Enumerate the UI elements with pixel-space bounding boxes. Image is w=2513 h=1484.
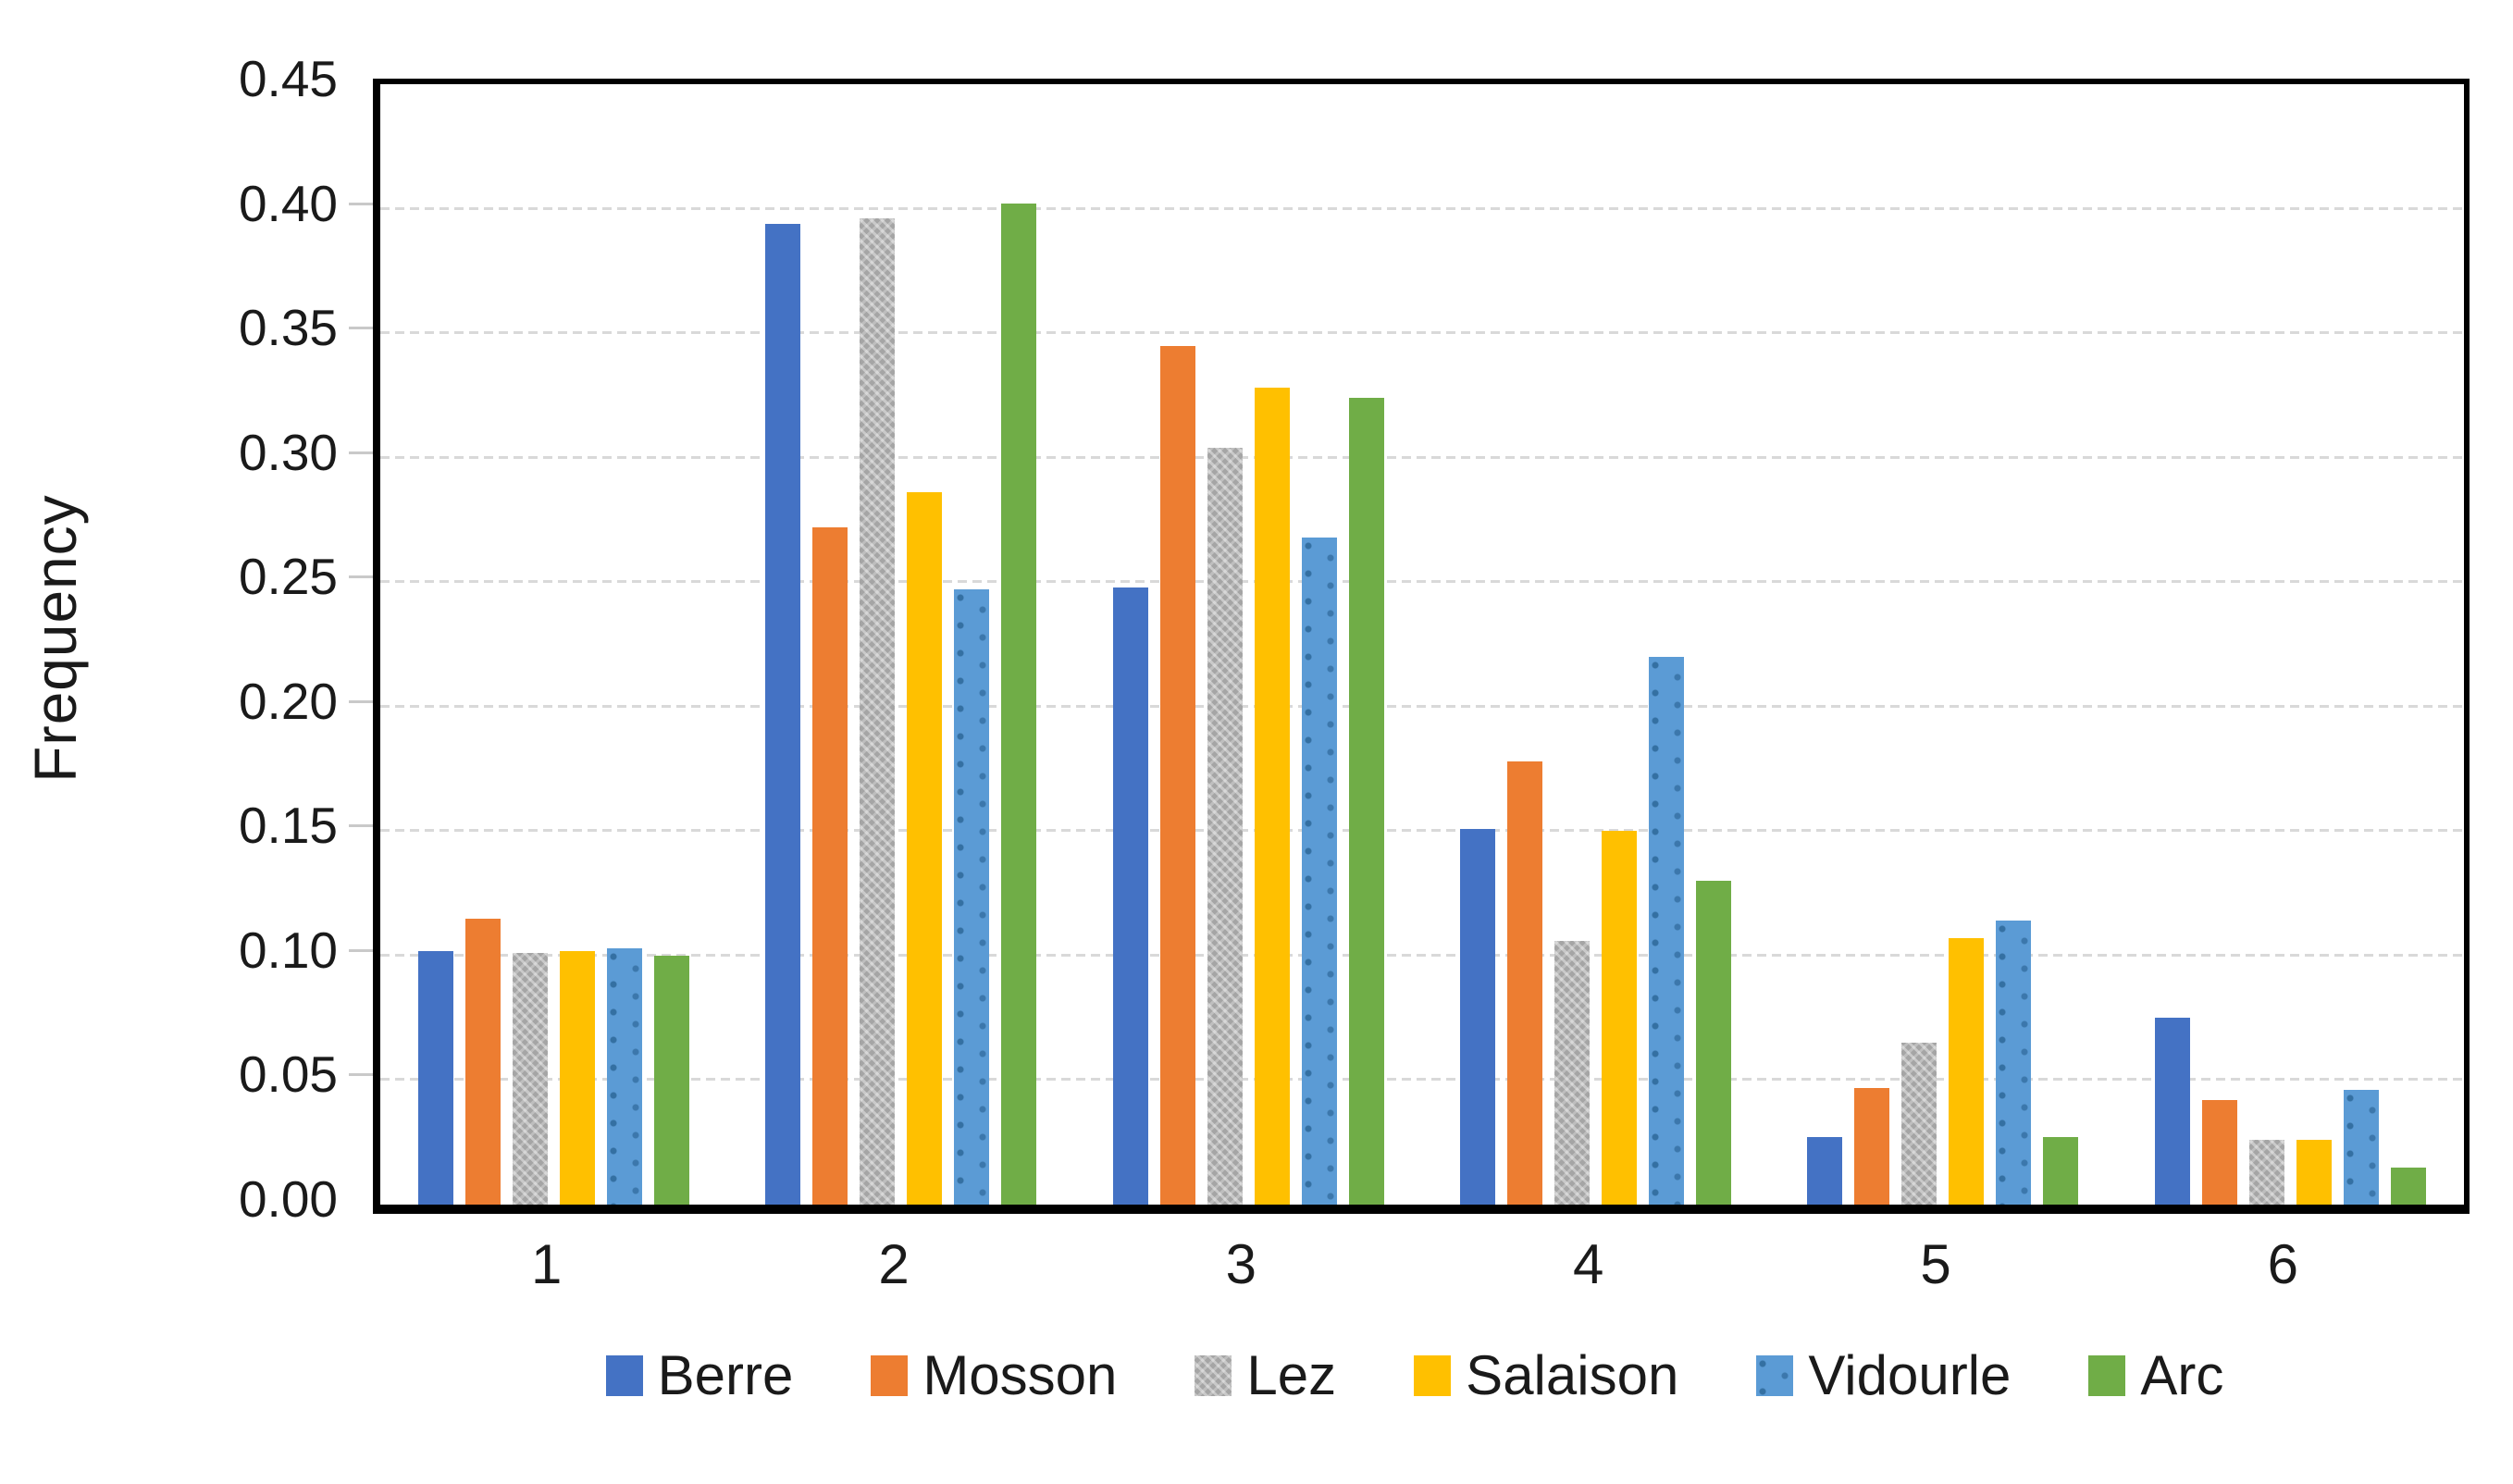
bar-group-3 [1075, 84, 1422, 1205]
y-tick-label: 0.30 [238, 423, 338, 481]
plot-area [373, 79, 2470, 1214]
y-tick-label: 0.05 [238, 1045, 338, 1104]
y-tick-mark [349, 1073, 373, 1077]
gridline [380, 1078, 2464, 1082]
legend-swatch-vidourle [1756, 1354, 1794, 1396]
y-tick-label: 0.15 [238, 797, 338, 855]
bar-mosson-cat2 [812, 527, 848, 1205]
bar-salaison-cat3 [1254, 388, 1290, 1205]
bar-berre-cat3 [1112, 587, 1148, 1205]
legend-swatch-arc [2088, 1354, 2126, 1396]
y-tick-mark [349, 948, 373, 952]
y-tick-label: 0.00 [238, 1170, 338, 1228]
y-tick-label: 0.25 [238, 548, 338, 606]
bar-salaison-cat2 [907, 492, 943, 1205]
gridline [380, 704, 2464, 708]
x-tick-label: 4 [1572, 1233, 1604, 1295]
legend-item-lez: Lez [1195, 1343, 1336, 1407]
y-tick-label: 0.10 [238, 921, 338, 979]
y-tick-mark [349, 327, 373, 330]
legend-item-salaison: Salaison [1414, 1343, 1678, 1407]
bar-berre-cat2 [765, 223, 801, 1205]
bar-group-4 [1422, 84, 1769, 1205]
bar-group-6 [2117, 84, 2464, 1205]
bar-lez-cat5 [1901, 1043, 1937, 1205]
legend-swatch-berre [605, 1354, 643, 1396]
bar-berre-cat4 [1460, 828, 1496, 1205]
bar-mosson-cat6 [2201, 1100, 2237, 1205]
bar-arc-cat4 [1696, 881, 1732, 1205]
bar-arc-cat2 [1001, 204, 1037, 1205]
gridline [380, 953, 2464, 957]
legend-item-mosson: Mosson [871, 1343, 1117, 1407]
y-axis-title: Frequency [22, 494, 89, 783]
y-tick-mark [349, 575, 373, 579]
y-tick-label: 0.45 [238, 50, 338, 107]
bar-berre-cat1 [418, 950, 454, 1205]
y-tick-label: 0.20 [238, 672, 338, 730]
legend-label: Salaison [1466, 1344, 1679, 1406]
bar-vidourle-cat5 [1996, 921, 2032, 1205]
x-tick-label: 1 [530, 1233, 563, 1295]
legend-label: Mosson [922, 1344, 1118, 1406]
bar-vidourle-cat6 [2343, 1090, 2379, 1205]
bar-mosson-cat4 [1507, 761, 1543, 1205]
gridline [380, 580, 2464, 584]
bar-lez-cat1 [513, 953, 549, 1205]
bar-salaison-cat6 [2296, 1140, 2332, 1205]
x-tick-label: 5 [1920, 1233, 1951, 1295]
bar-arc-cat5 [2043, 1137, 2079, 1205]
gridline [380, 331, 2464, 335]
legend: Berre Mosson Lez Salaison Vidourle Arc [373, 1343, 2457, 1407]
legend-swatch-mosson [871, 1354, 909, 1396]
y-tick-label: 0.40 [238, 174, 338, 232]
bar-mosson-cat1 [465, 918, 501, 1205]
bar-vidourle-cat1 [607, 947, 643, 1205]
bar-group-5 [1769, 84, 2116, 1205]
legend-swatch-lez [1195, 1354, 1232, 1396]
bar-arc-cat3 [1348, 398, 1384, 1205]
x-tick-label: 2 [878, 1233, 910, 1295]
gridline [380, 455, 2464, 459]
legend-label: Vidourle [1808, 1344, 2012, 1406]
bar-lez-cat2 [860, 218, 896, 1205]
bar-salaison-cat4 [1602, 831, 1638, 1205]
legend-label: Arc [2140, 1344, 2224, 1406]
bar-vidourle-cat4 [1649, 657, 1685, 1205]
legend-swatch-salaison [1414, 1354, 1452, 1396]
bar-lez-cat4 [1554, 940, 1591, 1205]
bar-mosson-cat5 [1854, 1087, 1890, 1205]
bar-salaison-cat5 [1949, 938, 1985, 1205]
bar-berre-cat6 [2154, 1018, 2190, 1205]
legend-label: Berre [657, 1344, 794, 1406]
bar-vidourle-cat2 [954, 589, 990, 1205]
bar-berre-cat5 [1807, 1137, 1843, 1205]
y-tick-mark [349, 202, 373, 205]
legend-label: Lez [1246, 1344, 1337, 1406]
bar-salaison-cat1 [560, 950, 596, 1205]
bar-arc-cat6 [2390, 1167, 2426, 1205]
gridline [380, 829, 2464, 833]
legend-item-vidourle: Vidourle [1756, 1343, 2011, 1407]
y-tick-mark [349, 451, 373, 454]
y-tick-mark [349, 824, 373, 828]
x-tick-label: 6 [2267, 1233, 2299, 1295]
bar-group-2 [727, 84, 1074, 1205]
legend-item-berre: Berre [605, 1343, 794, 1407]
legend-item-arc: Arc [2088, 1343, 2223, 1407]
bar-mosson-cat3 [1159, 345, 1195, 1205]
bar-lez-cat3 [1207, 447, 1243, 1205]
bar-arc-cat1 [654, 955, 690, 1205]
gridline [380, 206, 2464, 210]
y-tick-mark [349, 699, 373, 703]
bar-lez-cat6 [2248, 1140, 2284, 1205]
bar-group-1 [380, 84, 727, 1205]
y-tick-label: 0.35 [238, 299, 338, 357]
bar-vidourle-cat3 [1301, 537, 1337, 1205]
x-tick-label: 3 [1225, 1233, 1257, 1295]
